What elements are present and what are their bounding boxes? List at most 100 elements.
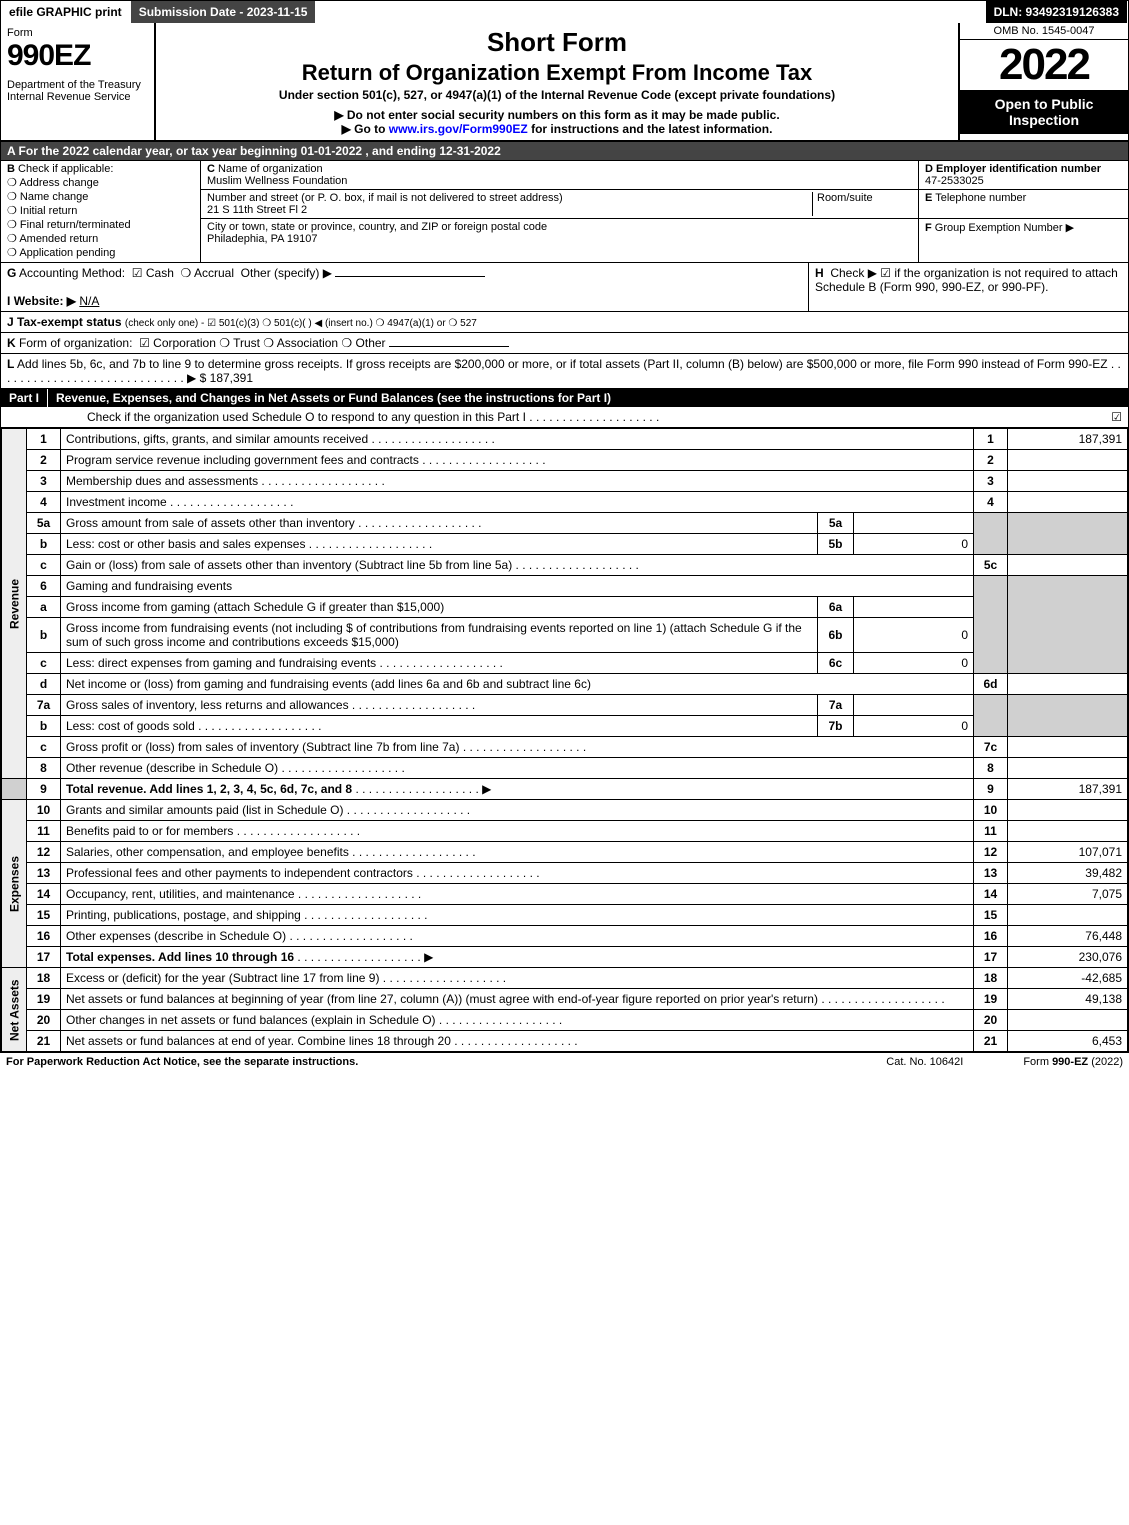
i-title: Website: ▶: [14, 294, 76, 308]
part-1-header: Part I Revenue, Expenses, and Changes in…: [1, 389, 1128, 407]
check-box[interactable]: ☑: [1111, 410, 1122, 424]
section-a: A For the 2022 calendar year, or tax yea…: [1, 142, 1128, 161]
g-cash[interactable]: ☑ Cash: [132, 266, 174, 280]
h-label: H: [815, 266, 824, 280]
return-title: Return of Organization Exempt From Incom…: [162, 60, 952, 86]
section-h: H Check ▶ ☑ if the organization is not r…: [808, 263, 1128, 311]
addr-label: Number and street (or P. O. box, if mail…: [207, 192, 563, 204]
f-arrow: ▶: [1066, 222, 1074, 234]
row-1: Revenue 1 Contributions, gifts, grants, …: [2, 429, 1128, 450]
k-title: Form of organization:: [19, 336, 132, 350]
cb-initial-return[interactable]: ❍ Initial return: [7, 204, 194, 217]
short-form-title: Short Form: [162, 27, 952, 58]
row-19: 19 Net assets or fund balances at beginn…: [2, 989, 1128, 1010]
header-left: Form 990EZ Department of the Treasury In…: [1, 23, 156, 140]
d-title: Employer identification number: [936, 163, 1101, 175]
room-label: Room/suite: [817, 192, 873, 204]
i-label: I: [7, 294, 10, 308]
g-other[interactable]: Other (specify) ▶: [241, 266, 332, 280]
addr-value: 21 S 11th Street Fl 2: [207, 204, 307, 216]
row-5c: c Gain or (loss) from sale of assets oth…: [2, 555, 1128, 576]
row-14: 14 Occupancy, rent, utilities, and maint…: [2, 884, 1128, 905]
row-12: 12 Salaries, other compensation, and emp…: [2, 842, 1128, 863]
section-g: G Accounting Method: ☑ Cash ❍ Accrual Ot…: [1, 263, 808, 311]
dln-label: DLN: 93492319126383: [986, 1, 1128, 23]
row-6b: b Gross income from fundraising events (…: [2, 618, 1128, 653]
l-arrow: ▶ $: [187, 371, 206, 385]
e-label: E: [925, 192, 932, 204]
d-label: D: [925, 163, 933, 175]
footer-right: Form 990-EZ (2022): [1023, 1056, 1123, 1068]
row-16: 16 Other expenses (describe in Schedule …: [2, 926, 1128, 947]
cb-final-return[interactable]: ❍ Final return/terminated: [7, 218, 194, 231]
g-other-line: [335, 276, 485, 277]
city-value: Philadephia, PA 19107: [207, 233, 318, 245]
section-b-through-f: B Check if applicable: ❍ Address change …: [1, 161, 1128, 263]
part-1-table: Revenue 1 Contributions, gifts, grants, …: [1, 428, 1128, 1052]
j-label: J: [7, 315, 14, 329]
section-d: D Employer identification number 47-2533…: [919, 161, 1128, 190]
check-dots: . . . . . . . . . . . . . . . . . . . .: [529, 410, 659, 424]
irs-link[interactable]: www.irs.gov/Form990EZ: [389, 122, 528, 136]
website-value: N/A: [79, 294, 99, 308]
row-15: 15 Printing, publications, postage, and …: [2, 905, 1128, 926]
revenue-label: Revenue: [2, 429, 27, 779]
l-label: L: [7, 357, 14, 371]
section-def: D Employer identification number 47-2533…: [918, 161, 1128, 262]
k-other-line: [389, 346, 509, 347]
form-label: Form: [7, 27, 148, 39]
header-center: Short Form Return of Organization Exempt…: [156, 23, 958, 140]
row-21: 21 Net assets or fund balances at end of…: [2, 1031, 1128, 1052]
l-text: Add lines 5b, 6c, and 7b to line 9 to de…: [17, 357, 1108, 371]
row-6c: c Less: direct expenses from gaming and …: [2, 653, 1128, 674]
j-text: (check only one) - ☑ 501(c)(3) ❍ 501(c)(…: [125, 318, 477, 329]
b-title: Check if applicable:: [18, 163, 113, 175]
row-6a: a Gross income from gaming (attach Sched…: [2, 597, 1128, 618]
row-2: 2 Program service revenue including gove…: [2, 450, 1128, 471]
form-page: efile GRAPHIC print Submission Date - 20…: [0, 0, 1129, 1053]
cb-application-pending[interactable]: ❍ Application pending: [7, 246, 194, 259]
form-header: Form 990EZ Department of the Treasury In…: [1, 23, 1128, 142]
g-label: G: [7, 266, 16, 280]
check-text: Check if the organization used Schedule …: [87, 410, 526, 424]
efile-label: efile GRAPHIC print: [1, 1, 131, 23]
footer-center: Cat. No. 10642I: [886, 1056, 963, 1068]
city-row: City or town, state or province, country…: [201, 219, 918, 247]
row-5a: 5a Gross amount from sale of assets othe…: [2, 513, 1128, 534]
open-to-public: Open to Public Inspection: [960, 90, 1128, 134]
section-j: J Tax-exempt status (check only one) - ☑…: [1, 312, 1128, 333]
footer-form: 990-EZ: [1052, 1056, 1088, 1068]
address-row: Number and street (or P. O. box, if mail…: [201, 190, 918, 219]
row-11: 11 Benefits paid to or for members 11: [2, 821, 1128, 842]
section-b: B Check if applicable: ❍ Address change …: [1, 161, 201, 262]
under-section: Under section 501(c), 527, or 4947(a)(1)…: [162, 88, 952, 102]
k-label: K: [7, 336, 16, 350]
g-accrual[interactable]: ❍ Accrual: [181, 266, 234, 280]
part-1-title: Revenue, Expenses, and Changes in Net As…: [48, 389, 1128, 407]
city-label: City or town, state or province, country…: [207, 221, 547, 233]
row-4: 4 Investment income 4: [2, 492, 1128, 513]
ein-value: 47-2533025: [925, 175, 984, 187]
submission-date: Submission Date - 2023-11-15: [131, 1, 317, 23]
row-7c: c Gross profit or (loss) from sales of i…: [2, 737, 1128, 758]
cb-name-change[interactable]: ❍ Name change: [7, 190, 194, 203]
cb-amended-return[interactable]: ❍ Amended return: [7, 232, 194, 245]
row-10: Expenses 10 Grants and similar amounts p…: [2, 800, 1128, 821]
expenses-label: Expenses: [2, 800, 27, 968]
topbar-spacer: [316, 1, 985, 23]
department-label: Department of the Treasury Internal Reve…: [7, 79, 148, 103]
page-footer: For Paperwork Reduction Act Notice, see …: [0, 1053, 1129, 1071]
top-bar: efile GRAPHIC print Submission Date - 20…: [1, 1, 1128, 23]
row-20: 20 Other changes in net assets or fund b…: [2, 1010, 1128, 1031]
l-value: 187,391: [210, 371, 253, 385]
row-7a: 7a Gross sales of inventory, less return…: [2, 695, 1128, 716]
section-c: C Name of organization Muslim Wellness F…: [201, 161, 918, 262]
goto-link-line: ▶ Go to www.irs.gov/Form990EZ for instru…: [162, 122, 952, 136]
k-text: ☑ Corporation ❍ Trust ❍ Association ❍ Ot…: [139, 336, 385, 350]
f-label: F: [925, 222, 932, 234]
section-l: L Add lines 5b, 6c, and 7b to line 9 to …: [1, 354, 1128, 389]
cb-address-change[interactable]: ❍ Address change: [7, 176, 194, 189]
header-right: OMB No. 1545-0047 2022 Open to Public In…: [958, 23, 1128, 140]
row-17: 17 Total expenses. Add lines 10 through …: [2, 947, 1128, 968]
c-label: C: [207, 163, 215, 175]
